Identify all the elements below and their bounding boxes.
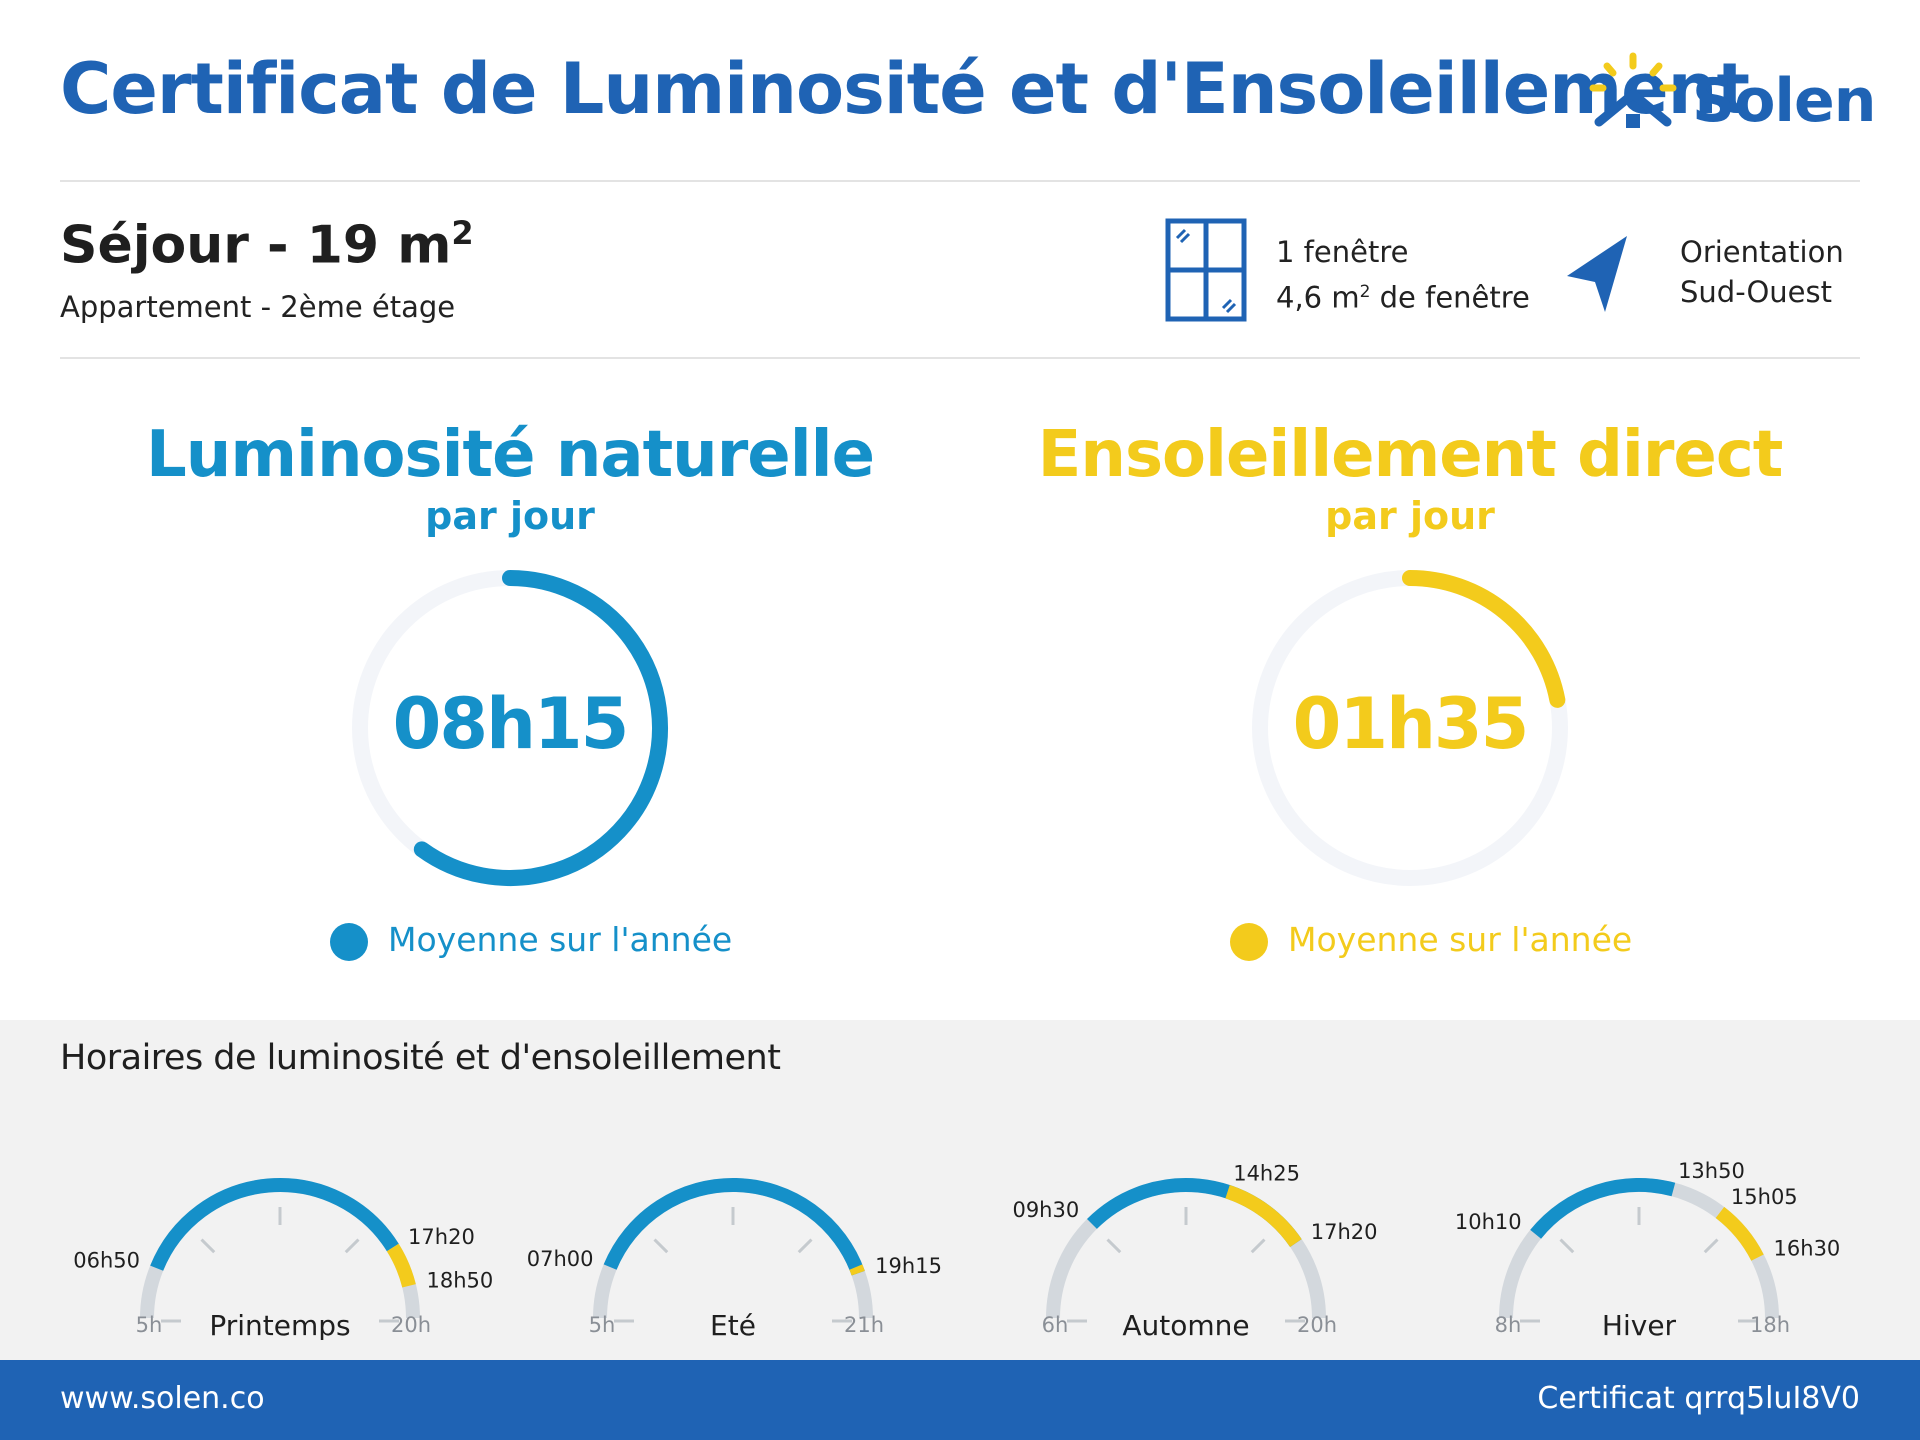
gauge-tick xyxy=(1559,1238,1575,1254)
direct-sun-arc xyxy=(1402,570,1566,708)
season-name: Hiver xyxy=(1602,1309,1677,1340)
sun-start-label: 17h20 xyxy=(408,1225,475,1249)
divider xyxy=(60,180,1860,182)
footer-certificate-id: Certificat qrrq5luI8V0 xyxy=(1537,1381,1860,1416)
gauge-tick xyxy=(1106,1238,1122,1254)
gauge-tick xyxy=(344,1238,360,1254)
light-segment xyxy=(603,1178,865,1276)
natural-light-subtitle: par jour xyxy=(425,494,595,538)
orientation-info: Orientation Sud-Ouest xyxy=(1680,232,1844,312)
room-name: Séjour - 19 m xyxy=(60,215,452,276)
season-name: Eté xyxy=(710,1309,756,1340)
window-info: 1 fenêtre 4,6 m2 de fenêtre xyxy=(1276,232,1530,318)
gauge-end-label: 18h xyxy=(1750,1313,1790,1337)
natural-light-ring xyxy=(352,570,668,886)
gauge-track xyxy=(593,1178,873,1319)
gauge-start-label: 8h xyxy=(1495,1313,1522,1337)
solen-logo-icon xyxy=(1589,52,1677,128)
orientation-label: Orientation xyxy=(1680,235,1844,269)
sun-start-label: 14h25 xyxy=(1233,1162,1300,1186)
gauge-autumn: 6h 20h Automne 09h30 14h25 17h20 xyxy=(1012,1162,1378,1340)
sun-segment xyxy=(1715,1206,1764,1261)
window-area: 4,6 m2 de fenêtre xyxy=(1276,272,1530,318)
room-subtitle: Appartement - 2ème étage xyxy=(60,290,456,324)
gauge-start-label: 5h xyxy=(136,1313,163,1337)
light-start-label: 10h10 xyxy=(1455,1210,1522,1234)
natural-light-value: 08h15 xyxy=(392,683,630,765)
sun-segment xyxy=(1225,1185,1302,1248)
gauge-end-label: 20h xyxy=(391,1313,431,1337)
light-segment xyxy=(150,1178,399,1271)
sun-segment xyxy=(386,1243,416,1288)
window-count: 1 fenêtre xyxy=(1276,235,1409,269)
window-area-prefix: 4,6 m xyxy=(1276,280,1360,315)
light-end-label: 13h50 xyxy=(1678,1160,1745,1183)
brand-logo: Solen xyxy=(1585,50,1876,140)
footer xyxy=(0,1360,1920,1440)
gauge-tick xyxy=(1250,1238,1266,1254)
season-name: Automne xyxy=(1122,1309,1249,1340)
window-area-suffix: de fenêtre xyxy=(1370,280,1530,315)
season-name: Printemps xyxy=(209,1309,350,1340)
direct-sun-title: Ensoleillement direct xyxy=(1037,418,1784,492)
light-start-label: 09h30 xyxy=(1012,1198,1079,1222)
gauge-start-label: 5h xyxy=(589,1313,616,1337)
sun-end-label: 17h20 xyxy=(1311,1220,1378,1244)
sun-start-label: 15h05 xyxy=(1731,1185,1798,1209)
footer-website-link[interactable]: www.solen.co xyxy=(60,1381,265,1416)
orientation-value: Sud-Ouest xyxy=(1680,275,1832,309)
gauge-end-label: 20h xyxy=(1297,1313,1337,1337)
gauge-start-label: 6h xyxy=(1042,1313,1069,1337)
natural-light-legend: Moyenne sur l'année xyxy=(330,920,732,961)
gauge-spring: 5h 20h Printemps 06h50 17h20 18h50 xyxy=(73,1178,494,1340)
gauge-track xyxy=(140,1178,420,1319)
legend-dot xyxy=(1230,922,1268,961)
sun-segment xyxy=(849,1264,865,1276)
light-segment xyxy=(1530,1178,1676,1239)
light-start-label: 06h50 xyxy=(73,1248,140,1272)
page-title: Certificat de Luminosité et d'Ensoleille… xyxy=(60,48,1750,130)
gauge-tick xyxy=(200,1238,216,1254)
gauge-end-label: 21h xyxy=(844,1313,884,1337)
room-area-exponent: 2 xyxy=(451,214,474,252)
sun-end-label: 18h50 xyxy=(427,1268,494,1292)
legend-label: Moyenne sur l'année xyxy=(388,920,733,959)
gauge-summer: 5h 21h Eté 07h00 19h15 xyxy=(527,1178,942,1340)
legend-dot xyxy=(330,922,368,961)
direct-sun-subtitle: par jour xyxy=(1325,494,1495,538)
direct-sun-ring xyxy=(1252,570,1568,886)
natural-light-title: Luminosité naturelle xyxy=(146,418,875,492)
orientation-arrow-icon xyxy=(1567,236,1627,312)
light-start-label: 07h00 xyxy=(527,1247,594,1271)
natural-light-arc xyxy=(413,570,668,886)
direct-sun-value: 01h35 xyxy=(1292,683,1530,765)
divider xyxy=(60,357,1860,359)
window-area-exponent: 2 xyxy=(1359,282,1371,302)
gauge-track xyxy=(1046,1178,1326,1319)
gauge-tick xyxy=(797,1238,813,1254)
brand-name: Solen xyxy=(1692,66,1876,136)
room-title: Séjour - 19 m2 xyxy=(60,214,474,275)
gauge-tick xyxy=(1703,1238,1719,1254)
schedule-title: Horaires de luminosité et d'ensoleilleme… xyxy=(60,1038,781,1078)
window-icon xyxy=(1165,218,1247,322)
legend-label: Moyenne sur l'année xyxy=(1288,920,1633,959)
direct-sun-legend: Moyenne sur l'année xyxy=(1230,920,1632,961)
sun-end-label: 19h15 xyxy=(875,1254,942,1278)
gauge-tick xyxy=(653,1238,669,1254)
sun-end-label: 16h30 xyxy=(1774,1236,1841,1260)
